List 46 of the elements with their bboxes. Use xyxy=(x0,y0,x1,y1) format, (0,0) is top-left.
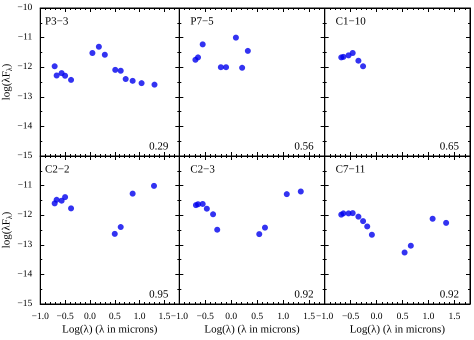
x-tick-label: −1.0 xyxy=(32,312,50,322)
text: C7−11 xyxy=(336,164,366,176)
y-tick-label: −10 xyxy=(17,3,33,13)
y-tick-label: −12 xyxy=(17,62,33,72)
text: C2−2 xyxy=(45,164,70,176)
text: P3−3 xyxy=(45,16,69,28)
x-tick-label: 0.0 xyxy=(225,312,238,322)
y-tick-label: −14 xyxy=(17,121,33,132)
x-tick-label: −0.5 xyxy=(342,312,360,322)
x-tick-label: 1.0 xyxy=(277,312,290,322)
y-tick-label: −11 xyxy=(18,32,32,43)
annotation: 0.65 xyxy=(440,140,460,152)
x-axis-title: Log(λ) (λ in microns) xyxy=(62,324,158,336)
x-tick-label: 0.5 xyxy=(108,312,121,322)
text: C2−3 xyxy=(190,164,216,176)
x-axis-title: Log(λ) (λ in microns) xyxy=(350,324,446,336)
x-tick-label: 0.0 xyxy=(84,312,96,322)
annotation: 0.92 xyxy=(440,288,459,300)
y-axis-title: log(λFλ) xyxy=(0,211,14,248)
text: C1−10 xyxy=(336,16,366,28)
annotation: 0.92 xyxy=(294,288,314,300)
x-tick-label: 1.0 xyxy=(422,312,435,322)
y-tick-label: −13 xyxy=(17,92,33,102)
x-tick-label: −0.5 xyxy=(196,312,214,322)
x-tick-label: 1.5 xyxy=(448,312,461,322)
x-axis-title: Log(λ) (λ in microns) xyxy=(204,324,300,336)
annotation: 0.95 xyxy=(149,288,169,300)
y-tick-label: −14 xyxy=(17,269,33,280)
x-tick-label: −0.5 xyxy=(56,312,74,322)
y-tick-label: −15 xyxy=(17,299,33,309)
x-tick-label: 0.5 xyxy=(251,312,264,322)
x-tick-label: 0.5 xyxy=(396,312,409,322)
x-tick-label: 1.0 xyxy=(134,312,146,322)
x-tick-label: −1.0 xyxy=(316,312,334,322)
y-axis-title: log(λFλ) xyxy=(0,63,14,100)
x-tick-label: 1.5 xyxy=(158,312,171,322)
x-tick-label: −1.0 xyxy=(170,312,188,322)
y-tick-label: −11 xyxy=(18,180,32,191)
y-tick-label: −13 xyxy=(17,240,33,250)
y-tick-label: −12 xyxy=(17,210,33,220)
y-tick-label: −15 xyxy=(17,151,33,161)
annotation: 0.56 xyxy=(294,140,314,152)
x-tick-label: 1.5 xyxy=(303,312,316,322)
text: P7−5 xyxy=(190,16,214,28)
annotation: 0.29 xyxy=(149,140,169,152)
x-tick-label: 0.0 xyxy=(370,312,383,322)
